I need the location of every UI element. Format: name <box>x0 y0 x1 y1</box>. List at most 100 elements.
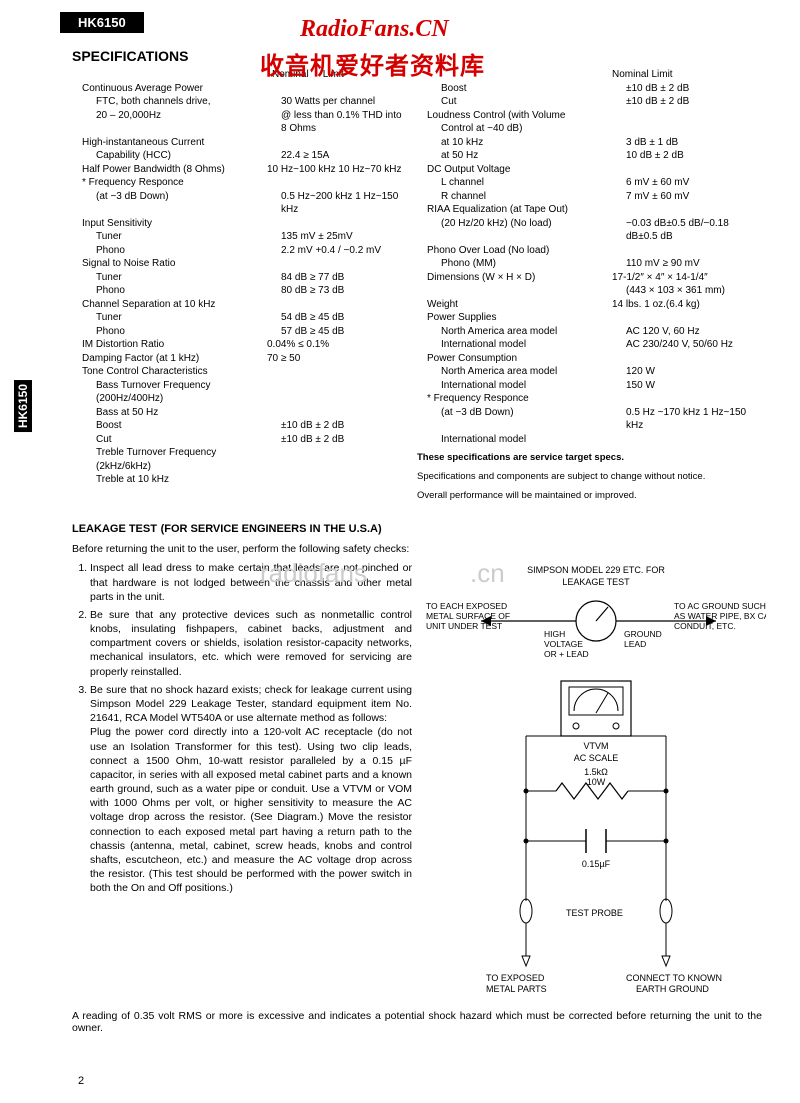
svg-text:TO AC GROUND SUCH: TO AC GROUND SUCH <box>674 601 766 611</box>
svg-text:VTVM: VTVM <box>583 741 608 751</box>
leak-item-3: Be sure that no shock hazard exists; che… <box>90 683 412 896</box>
spec-row: North America area model120 W <box>417 365 762 379</box>
leak-item-3-head: Be sure that no shock hazard exists; che… <box>90 684 412 724</box>
spec-value: @ less than 0.1% THD into <box>281 109 417 123</box>
spec-label: IM Distortion Ratio <box>72 338 267 352</box>
spec-value: 0.5 Hz~200 kHz 1 Hz~150 kHz <box>281 190 417 217</box>
specifications-table: Nominal Limit Continuous Average PowerFT… <box>72 68 762 502</box>
leakage-title-paren: (FOR SERVICE ENGINEERS IN THE U.S.A) <box>161 523 382 535</box>
spec-row: Power Consumption <box>417 352 762 366</box>
spec-value: 120 W <box>626 365 762 379</box>
spec-value: (443 × 103 × 361 mm) <box>626 284 762 298</box>
svg-text:10W: 10W <box>587 777 606 787</box>
spec-value: ±10 dB ± 2 dB <box>626 82 762 96</box>
leak-item-1: Inspect all lead dress to make certain t… <box>90 561 412 604</box>
spec-row: Tuner84 dB ≥ 77 dB <box>72 271 417 285</box>
spec-row: 8 Ohms <box>72 122 417 136</box>
svg-text:OR + LEAD: OR + LEAD <box>544 649 589 659</box>
spec-label: Treble at 10 kHz <box>72 473 281 487</box>
leakage-heading: LEAKAGE TEST (FOR SERVICE ENGINEERS IN T… <box>72 520 762 535</box>
spec-label: Phono <box>72 325 281 339</box>
svg-text:CONNECT TO KNOWN: CONNECT TO KNOWN <box>626 973 722 983</box>
spec-row: IM Distortion Ratio0.04% ≤ 0.1% <box>72 338 417 352</box>
spec-row: Phono (MM)110 mV ≥ 90 mV <box>417 257 762 271</box>
spec-row: R channel7 mV ± 60 mV <box>417 190 762 204</box>
svg-text:GROUND: GROUND <box>624 629 662 639</box>
spec-row: North America area modelAC 120 V, 60 Hz <box>417 325 762 339</box>
spec-value <box>626 433 762 447</box>
leak-item-2: Be sure that any protective devices such… <box>90 608 412 679</box>
spec-value: 2.2 mV +0.4 / −0.2 mV <box>281 244 417 258</box>
spec-value <box>612 203 762 217</box>
diag-topline2: LEAKAGE TEST <box>562 577 630 587</box>
leakage-intro: Before returning the unit to the user, p… <box>72 543 762 555</box>
spec-row: Phono2.2 mV +0.4 / −0.2 mV <box>72 244 417 258</box>
spec-row: (at −3 dB Down)0.5 Hz ~170 kHz 1 Hz~150 … <box>417 406 762 433</box>
spec-value <box>612 392 762 406</box>
spec-label: Weight <box>417 298 612 312</box>
svg-text:TO EACH EXPOSED: TO EACH EXPOSED <box>426 601 507 611</box>
spec-row: Weight14 lbs. 1 oz.(6.4 kg) <box>417 298 762 312</box>
svg-text:EARTH GROUND: EARTH GROUND <box>636 984 709 994</box>
spec-value <box>612 352 762 366</box>
spec-value: 10 dB ± 2 dB <box>626 149 762 163</box>
spec-label: at 50 Hz <box>417 149 626 163</box>
spec-label: FTC, both channels drive, <box>72 95 281 109</box>
spec-row: Tuner135 mV ± 25mV <box>72 230 417 244</box>
spec-label: North America area model <box>417 365 626 379</box>
svg-text:TEST PROBE: TEST PROBE <box>566 908 623 918</box>
spec-label: Tone Control Characteristics <box>72 365 267 379</box>
spec-col-left: Nominal Limit Continuous Average PowerFT… <box>72 68 417 502</box>
spec-row: Phono80 dB ≥ 73 dB <box>72 284 417 298</box>
spec-label: R channel <box>417 190 626 204</box>
spec-label: Channel Separation at 10 kHz <box>72 298 267 312</box>
spec-row: Channel Separation at 10 kHz <box>72 298 417 312</box>
spec-value: AC 120 V, 60 Hz <box>626 325 762 339</box>
spec-row: Tuner54 dB ≥ 45 dB <box>72 311 417 325</box>
spec-value: 30 Watts per channel <box>281 95 417 109</box>
watermark-subtitle: 收音机爱好者资料库 <box>260 46 485 81</box>
spec-row: Input Sensitivity <box>72 217 417 231</box>
spec-footnote-1: These specifications are service target … <box>417 452 762 465</box>
spec-value: 80 dB ≥ 73 dB <box>281 284 417 298</box>
spec-row: DC Output Voltage <box>417 163 762 177</box>
spec-label: Loudness Control (with Volume <box>417 109 612 123</box>
spec-value: 6 mV ± 60 mV <box>626 176 762 190</box>
spec-value: ±10 dB ± 2 dB <box>281 433 417 447</box>
spec-label: Bass Turnover Frequency <box>72 379 281 393</box>
spec-row: Tone Control Characteristics <box>72 365 417 379</box>
spec-value: 3 dB ± 1 dB <box>626 136 762 150</box>
spec-label: Dimensions (W × H × D) <box>417 271 612 285</box>
spec-label: * Frequency Responce <box>417 392 612 406</box>
spec-label: High-instantaneous Current <box>72 136 267 150</box>
spec-row: High-instantaneous Current <box>72 136 417 150</box>
spec-label: * Frequency Responce <box>72 176 267 190</box>
spec-row: Continuous Average Power <box>72 82 417 96</box>
spec-row: Signal to Noise Ratio <box>72 257 417 271</box>
spec-row: Bass at 50 Hz <box>72 406 417 420</box>
spec-value: 7 mV ± 60 mV <box>626 190 762 204</box>
spec-label: Phono <box>72 284 281 298</box>
spec-row: Power Supplies <box>417 311 762 325</box>
svg-text:CONDUIT, ETC.: CONDUIT, ETC. <box>674 621 736 631</box>
spec-label: Bass at 50 Hz <box>72 406 281 420</box>
spec-row: Boost±10 dB ± 2 dB <box>72 419 417 433</box>
spec-row: at 10 kHz3 dB ± 1 dB <box>417 136 762 150</box>
spec-value: Nominal Limit <box>612 68 762 82</box>
spec-value <box>281 392 417 406</box>
spec-label: Control at −40 dB) <box>417 122 626 136</box>
spec-label <box>417 284 626 298</box>
svg-text:0.15µF: 0.15µF <box>582 859 611 869</box>
spec-label: Signal to Noise Ratio <box>72 257 267 271</box>
spec-value <box>281 379 417 393</box>
spec-value <box>281 473 417 487</box>
svg-text:METAL SURFACE OF: METAL SURFACE OF <box>426 611 510 621</box>
svg-text:LEAD: LEAD <box>624 639 646 649</box>
spec-row: Cut±10 dB ± 2 dB <box>72 433 417 447</box>
spec-label: Power Consumption <box>417 352 612 366</box>
spec-row: Loudness Control (with Volume <box>417 109 762 123</box>
spec-label: (2kHz/6kHz) <box>72 460 281 474</box>
spec-row: (20 Hz/20 kHz) (No load)−0.03 dB±0.5 dB/… <box>417 217 762 244</box>
spec-value <box>267 217 417 231</box>
leakage-body: Inspect all lead dress to make certain t… <box>72 561 762 1004</box>
